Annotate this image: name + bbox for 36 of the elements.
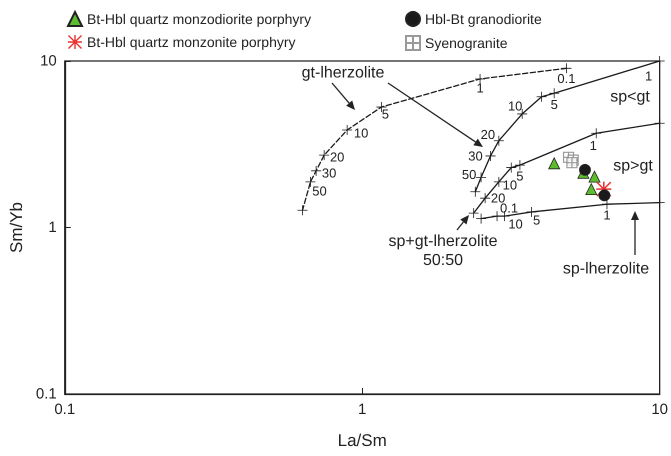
x-tick-label: 1 <box>358 401 366 418</box>
annotation: 10 <box>354 126 368 141</box>
annotation: 1 <box>476 80 484 96</box>
annotation: 10 <box>508 98 522 114</box>
x-axis-title: La/Sm <box>338 431 387 450</box>
x-tick-label: 0.1 <box>54 401 76 418</box>
y-tick-label: 10 <box>40 52 57 70</box>
annotation: 30 <box>322 165 336 180</box>
annotation: 5 <box>382 106 389 122</box>
annotation: sp+gt-lherzolite 50:50 <box>388 233 498 269</box>
legend-label: Syenogranite <box>425 35 508 51</box>
annotation: 1 <box>590 138 597 153</box>
x-tick-label: 10 <box>651 401 668 418</box>
annotation: 0.1 <box>557 70 576 86</box>
annotation: 5 <box>532 212 540 228</box>
annotation: 50 <box>312 183 327 198</box>
annotation: gt-lherzolite <box>302 64 384 82</box>
legend-label: Bt-Hbl quartz monzodiorite porphyry <box>87 11 312 27</box>
annotation: 20 <box>480 127 496 142</box>
annotation: 10 <box>502 177 518 192</box>
annotation: 5 <box>550 96 558 112</box>
annotation: 5 <box>516 168 524 184</box>
annotation: 20 <box>330 150 344 165</box>
annotation: sp>gt <box>613 158 654 174</box>
legend-label: Hbl-Bt granodiorite <box>425 11 542 27</box>
legend-label: Bt-Hbl quartz monzonite porphyry <box>87 34 296 50</box>
annotation: 1 <box>645 68 652 84</box>
annotation: 50 <box>462 166 476 182</box>
y-tick-label: 0.1 <box>36 386 57 402</box>
y-axis-title: Sm/Yb <box>7 202 26 254</box>
y-tick-label: 1 <box>48 219 57 236</box>
annotation: 10 <box>508 216 523 232</box>
annotation: 1 <box>603 208 611 223</box>
annotation: 30 <box>468 148 483 164</box>
annotation: sp-lherzolite <box>562 260 650 278</box>
annotation: sp<gt <box>610 88 650 106</box>
